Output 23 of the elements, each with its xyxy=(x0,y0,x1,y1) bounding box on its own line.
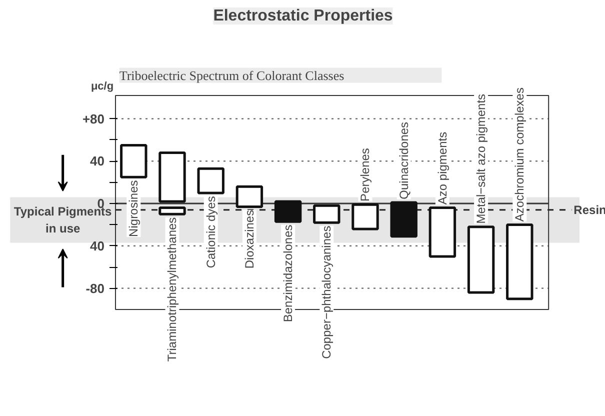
x-tick-label: Quinacridones xyxy=(396,122,411,200)
x-tick-label: Cationic dyes xyxy=(204,196,218,268)
bar xyxy=(120,144,148,178)
y-tick-label: 40 xyxy=(90,154,105,169)
x-tick-label: Benzimidazolones xyxy=(281,224,296,322)
x-tick-label: Azochromium complexes xyxy=(512,88,527,222)
x-tick-label: Perylenes xyxy=(358,148,372,202)
bar xyxy=(390,201,418,238)
y-tick-label: 40 xyxy=(90,238,105,254)
x-tick-label: Triaminotriphenylmethanes xyxy=(165,217,180,362)
x-tick-label: Metal−salt azo pigments xyxy=(474,94,488,224)
bar xyxy=(197,167,224,194)
bar xyxy=(158,151,186,203)
x-tick-label: Dioxazines xyxy=(242,210,256,269)
y-axis-title: μc/g xyxy=(90,80,114,92)
y-tick-label: +80 xyxy=(82,111,105,126)
chart-subtitle: Triboelectric Spectrum of Colorant Classes xyxy=(119,68,344,83)
bar xyxy=(274,200,302,223)
x-tick-label: Copper−phthalocyanines xyxy=(320,226,334,359)
chart-title: Electrostatic Properties xyxy=(213,8,393,24)
x-tick-label: Azo pigments xyxy=(435,132,450,205)
y-tick-label: -80 xyxy=(86,280,105,296)
x-tick-label: Nigrosines xyxy=(126,180,141,237)
